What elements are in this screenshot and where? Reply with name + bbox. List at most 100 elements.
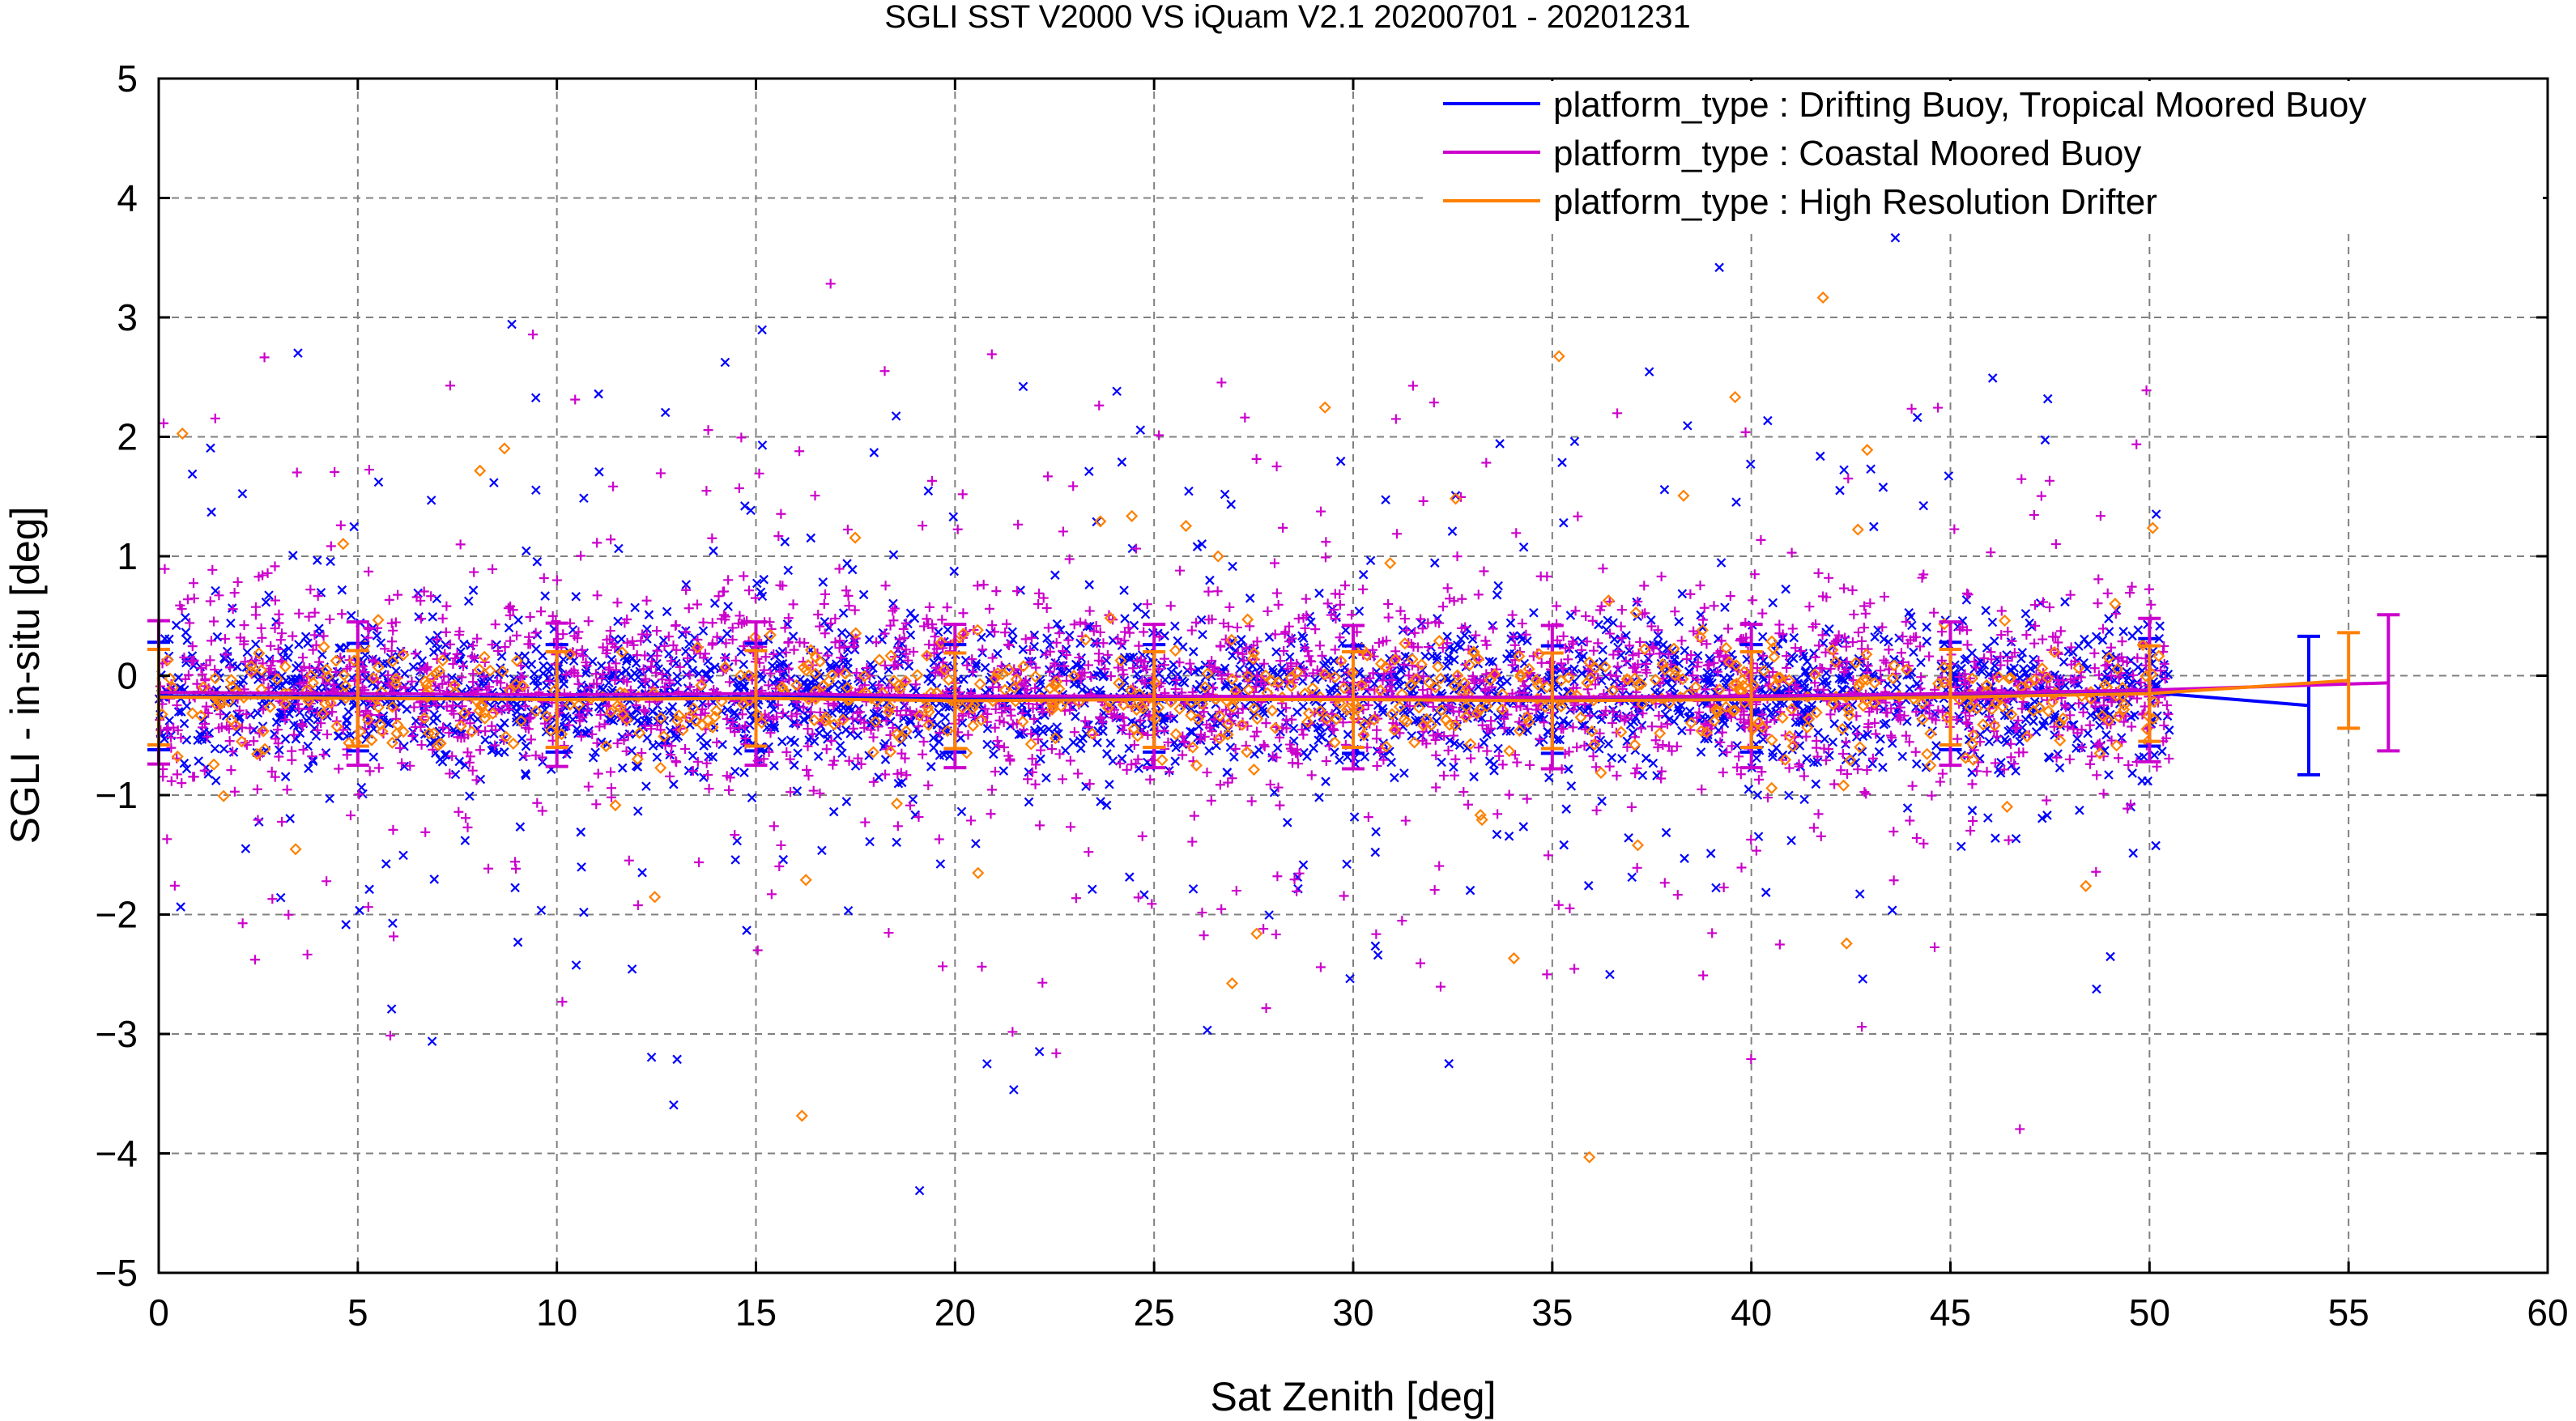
scatter-point bbox=[1433, 729, 1443, 739]
scatter-point bbox=[169, 880, 180, 891]
scatter-point bbox=[266, 766, 277, 776]
scatter-point bbox=[165, 732, 176, 742]
scatter-point bbox=[206, 636, 216, 646]
scatter-point bbox=[571, 960, 581, 970]
scatter-point bbox=[1507, 660, 1518, 670]
scatter-point bbox=[1628, 650, 1638, 661]
scatter-point bbox=[1525, 759, 1535, 770]
scatter-point bbox=[2068, 677, 2079, 687]
scatter-point bbox=[1124, 628, 1135, 638]
scatter-point bbox=[752, 578, 762, 589]
scatter-point bbox=[1073, 768, 1084, 779]
scatter-point bbox=[756, 587, 766, 598]
scatter-point bbox=[642, 733, 652, 743]
scatter-point bbox=[922, 614, 932, 624]
scatter-point bbox=[1774, 619, 1785, 630]
scatter-point bbox=[1590, 679, 1600, 690]
scatter-point bbox=[871, 637, 882, 648]
scatter-point bbox=[1912, 412, 1922, 423]
scatter-point bbox=[1390, 414, 1401, 424]
scatter-point bbox=[1229, 752, 1239, 762]
scatter-point bbox=[515, 672, 526, 683]
scatter-point bbox=[722, 713, 732, 724]
scatter-point bbox=[1518, 822, 1529, 832]
scatter-point bbox=[646, 724, 657, 734]
scatter-point bbox=[1100, 664, 1110, 674]
scatter-point bbox=[709, 662, 720, 672]
scatter-point bbox=[1753, 832, 1764, 841]
scatter-point bbox=[1392, 529, 1403, 539]
scatter-point bbox=[610, 642, 620, 653]
scatter-point bbox=[1137, 675, 1147, 686]
scatter-point bbox=[759, 754, 769, 764]
scatter-point bbox=[266, 640, 276, 651]
scatter-point bbox=[913, 812, 924, 823]
scatter-point bbox=[1790, 643, 1801, 653]
scatter-point bbox=[1083, 660, 1093, 670]
scatter-point bbox=[326, 556, 335, 567]
scatter-point bbox=[2127, 768, 2137, 778]
scatter-point bbox=[1381, 495, 1390, 505]
scatter-point bbox=[355, 905, 364, 916]
scatter-point bbox=[256, 623, 266, 633]
scatter-point bbox=[2002, 738, 2012, 747]
scatter-point bbox=[728, 675, 739, 685]
scatter-point bbox=[249, 955, 260, 965]
scatter-point bbox=[1804, 602, 1815, 612]
scatter-point bbox=[660, 407, 671, 418]
scatter-point bbox=[1507, 610, 1518, 620]
scatter-point bbox=[775, 659, 786, 670]
scatter-point bbox=[1437, 643, 1448, 653]
scatter-point bbox=[1330, 645, 1340, 655]
scatter-point bbox=[1186, 664, 1196, 674]
scatter-point bbox=[1607, 718, 1617, 729]
scatter-point bbox=[810, 491, 820, 501]
scatter-point bbox=[1644, 367, 1654, 377]
scatter-point bbox=[990, 704, 1001, 714]
scatter-point bbox=[638, 664, 649, 674]
scatter-point bbox=[1917, 572, 1927, 583]
scatter-point bbox=[657, 669, 667, 679]
scatter-point bbox=[1911, 832, 1922, 843]
scatter-point bbox=[2127, 721, 2137, 732]
scatter-point bbox=[929, 640, 939, 650]
scatter-point bbox=[2045, 475, 2055, 486]
scatter-point bbox=[1373, 638, 1384, 649]
scatter-point bbox=[1963, 589, 1974, 600]
scatter-point bbox=[1297, 725, 1307, 735]
scatter-point bbox=[1142, 599, 1152, 610]
scatter-point bbox=[1876, 734, 1885, 744]
scatter-point bbox=[1371, 734, 1382, 744]
scatter-point bbox=[1275, 656, 1286, 666]
scatter-point bbox=[901, 649, 911, 659]
scatter-point bbox=[1077, 668, 1088, 679]
scatter-point bbox=[1409, 628, 1420, 638]
scatter-point bbox=[2006, 738, 2016, 749]
scatter-point bbox=[2076, 725, 2087, 735]
scatter-point bbox=[1368, 645, 1378, 655]
scatter-point bbox=[1595, 728, 1605, 738]
scatter-point bbox=[285, 814, 295, 823]
scatter-point bbox=[1304, 651, 1314, 662]
scatter-point bbox=[627, 746, 637, 755]
scatter-point bbox=[1591, 805, 1602, 815]
scatter-point bbox=[956, 806, 967, 817]
scatter-point bbox=[1175, 565, 1186, 576]
scatter-point bbox=[1890, 232, 1901, 243]
scatter-point bbox=[522, 546, 531, 556]
scatter-point bbox=[1126, 759, 1137, 770]
scatter-point bbox=[409, 702, 419, 713]
scatter-point bbox=[1864, 707, 1875, 717]
scatter-point bbox=[1358, 569, 1369, 580]
scatter-point bbox=[1552, 601, 1562, 611]
scatter-point bbox=[1922, 622, 1931, 632]
scatter-point bbox=[1535, 734, 1545, 745]
scatter-point bbox=[1535, 571, 1546, 581]
scatter-point bbox=[1423, 618, 1433, 628]
scatter-point bbox=[1879, 591, 1889, 602]
scatter-point bbox=[1382, 636, 1392, 646]
scatter-point bbox=[1259, 741, 1270, 751]
scatter-point bbox=[1284, 621, 1294, 632]
scatter-point bbox=[1867, 753, 1878, 764]
scatter-point bbox=[1956, 841, 1966, 852]
